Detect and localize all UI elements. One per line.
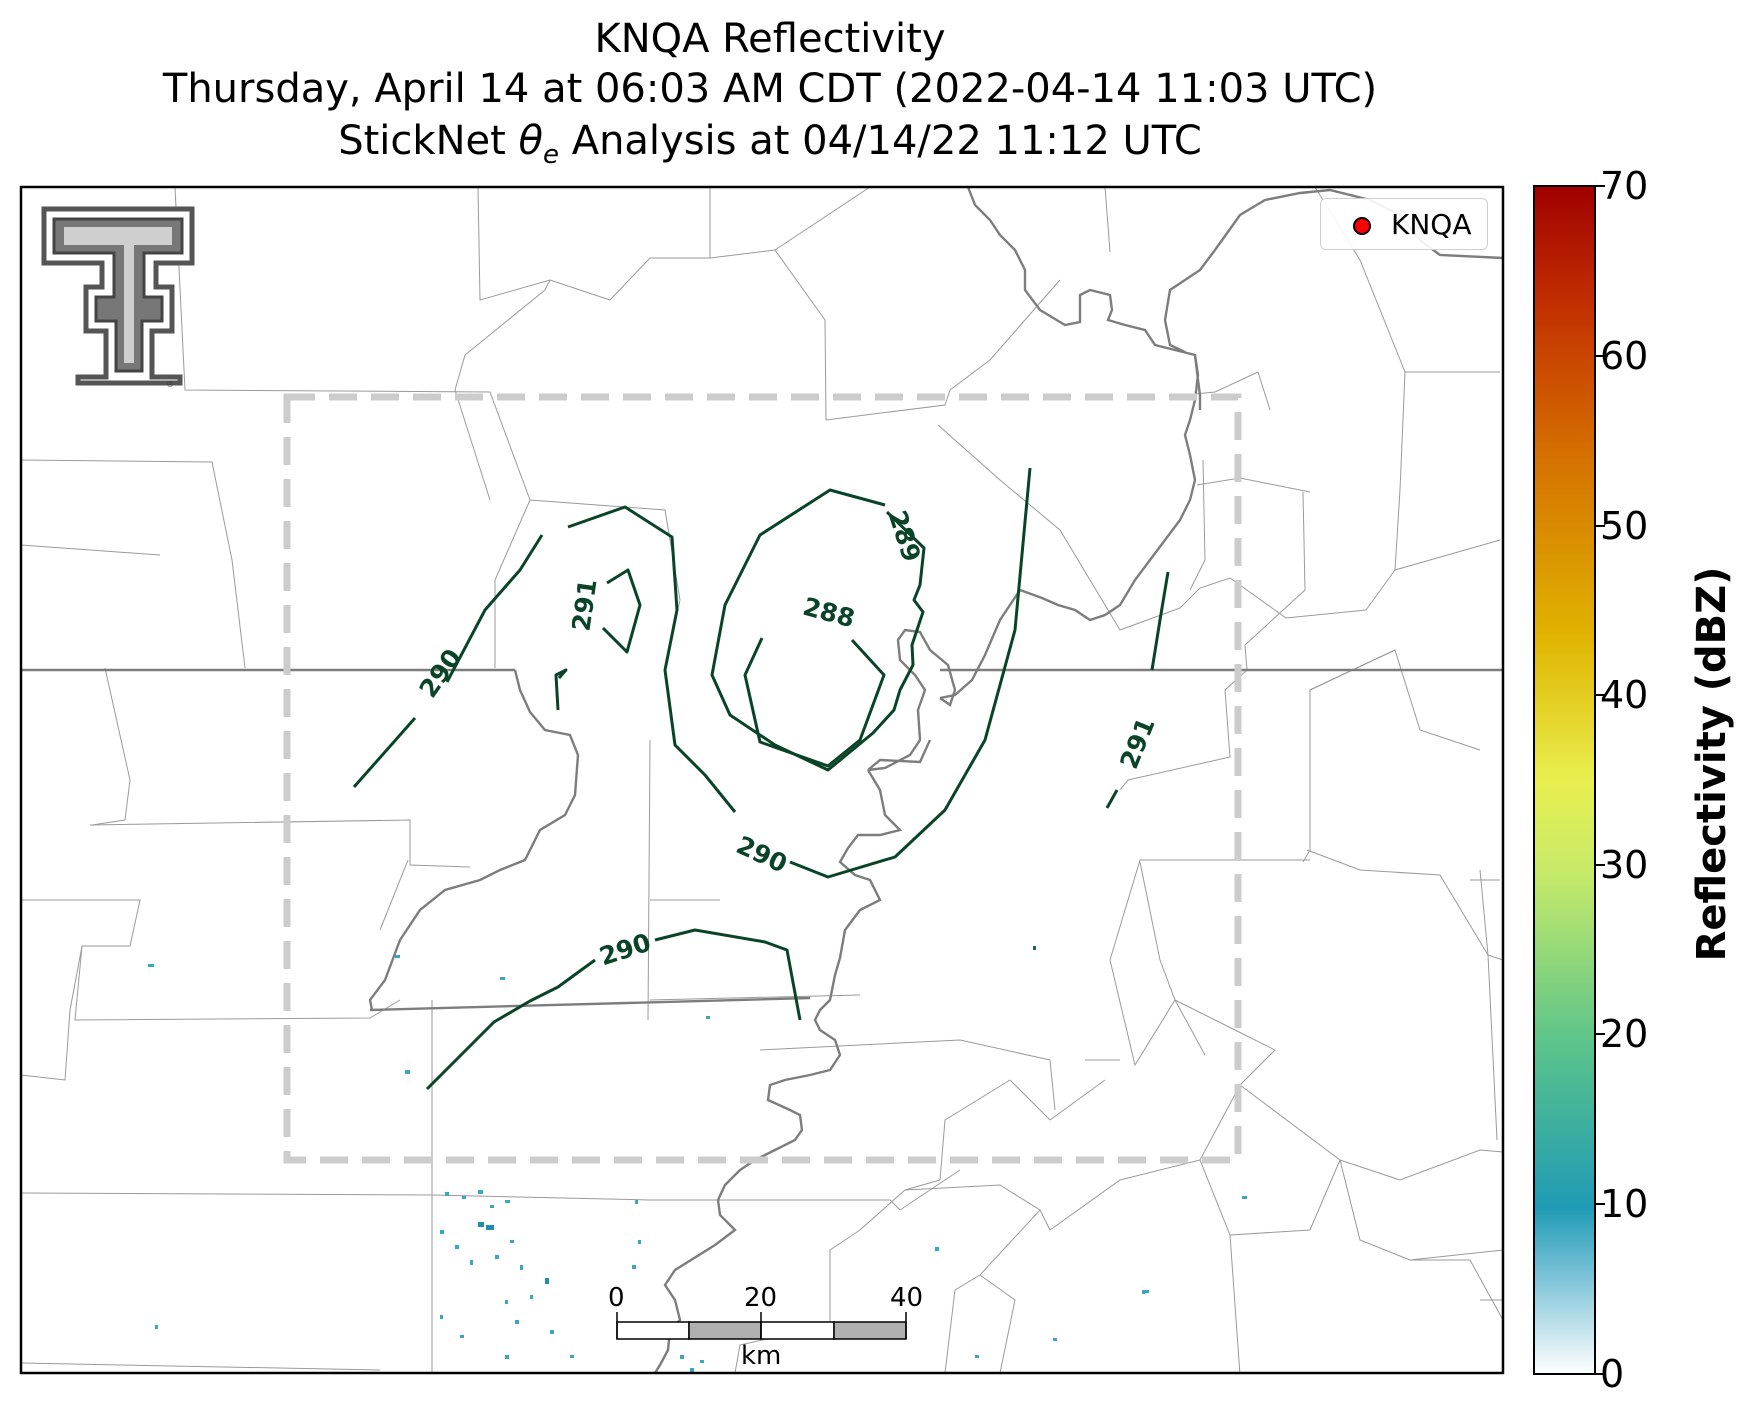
title-line-3-prefix: StickNet <box>338 118 519 164</box>
contour-label-290-b: 290 <box>414 644 468 703</box>
contour-label-291-a: 291 <box>567 577 603 633</box>
colorbar-tick-20: 20 <box>1600 1012 1649 1056</box>
colorbar-tick-30: 30 <box>1600 843 1649 887</box>
colorbar-ticks <box>1595 185 1605 1375</box>
colorbar-label: Reflectivity (dBZ) <box>1689 566 1735 962</box>
contour-labels: 288 289 290 290 290 291 291 <box>414 507 1161 971</box>
scale-tick-20: 20 <box>744 1283 778 1313</box>
contour-288 <box>743 637 886 768</box>
contour-290-east <box>789 467 1032 879</box>
county-boundaries <box>21 187 1503 1373</box>
legend-label: KNQA <box>1391 208 1472 241</box>
contour-291-east2 <box>1150 571 1170 671</box>
contour-291-east <box>1105 789 1119 809</box>
colorbar-tick-0: 0 <box>1600 1352 1625 1396</box>
colorbar-tick-60: 60 <box>1600 334 1649 378</box>
contour-290-north <box>567 505 737 813</box>
scale-bar <box>616 1312 907 1340</box>
contour-label-291-b: 291 <box>1114 714 1160 773</box>
contour-label-290-c: 290 <box>596 928 655 972</box>
map-frame <box>19 185 1505 1375</box>
theta-e-contours <box>352 467 1170 1091</box>
contour-290-south <box>425 958 596 1091</box>
reflectivity-echoes <box>148 946 1247 1372</box>
colorbar-tick-70: 70 <box>1600 164 1649 208</box>
theta-subscript: e <box>542 140 559 170</box>
colorbar <box>1533 185 1596 1375</box>
colorbar-tick-10: 10 <box>1600 1182 1649 1226</box>
radar-marker-icon <box>1353 217 1371 235</box>
contour-291-loop <box>554 668 568 711</box>
contour-label-289: 289 <box>883 507 927 566</box>
scale-tick-0: 0 <box>608 1283 625 1313</box>
title-line-1: KNQA Reflectivity <box>594 16 946 62</box>
contour-289 <box>710 488 926 772</box>
contour-290-west2 <box>445 534 544 683</box>
colorbar-tick-40: 40 <box>1600 673 1649 717</box>
scale-unit: km <box>741 1341 782 1371</box>
colorbar-tick-50: 50 <box>1600 504 1649 548</box>
title-line-3-suffix: Analysis at 04/14/22 11:12 UTC <box>558 118 1202 164</box>
contour-label-288: 288 <box>800 592 858 634</box>
scale-tick-40: 40 <box>890 1283 924 1313</box>
state-boundaries <box>21 187 1503 1373</box>
contour-290-west <box>352 717 417 788</box>
contour-290-south2 <box>654 928 802 1021</box>
analysis-domain-box <box>283 393 1242 1164</box>
svg-text:®: ® <box>166 380 174 389</box>
contour-291-small <box>601 568 642 654</box>
title-line-2: Thursday, April 14 at 06:03 AM CDT (2022… <box>162 66 1378 112</box>
contour-label-290-a: 290 <box>732 830 792 878</box>
texas-tech-logo: ® <box>41 206 195 389</box>
legend: KNQA <box>1320 198 1488 250</box>
title-line-3: StickNet θe Analysis at 04/14/22 11:12 U… <box>20 118 1520 178</box>
theta-symbol: θ <box>518 118 543 164</box>
map-area <box>21 187 1503 1373</box>
